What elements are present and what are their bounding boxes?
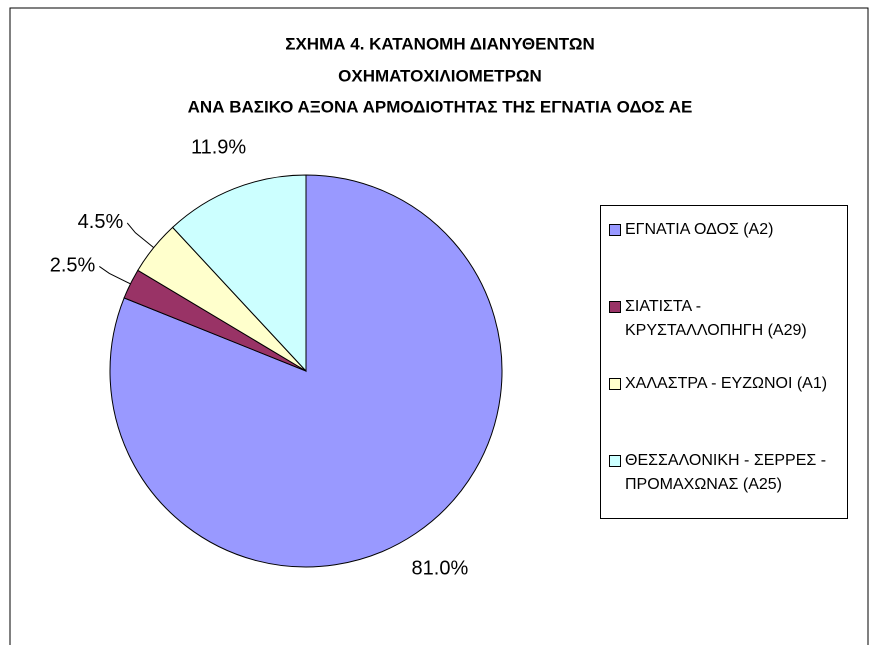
pie-slice [171,174,307,373]
legend: ΕΓΝΑΤΙΑ ΟΔΟΣ (Α2) ΣΙΑΤΙΣΤΑ - ΚΡΥΣΤΑΛΛΟΠΗΓ… [600,205,848,519]
leader-line [126,222,155,249]
data-label: 11.9% [191,137,246,159]
legend-swatch [609,301,621,313]
legend-entry: ΧΑΛΑΣΤΡΑ - ΕΥΖΩΝΟΙ (Α1) [609,372,843,396]
legend-entry: ΣΙΑΤΙΣΤΑ - ΚΡΥΣΤΑΛΛΟΠΗΓΗ (Α29) [609,295,843,343]
legend-entry: ΘΕΣΣΑΛΟΝΙΚΗ - ΣΕΡΡΕΣ - ΠΡΟΜΑΧΩΝΑΣ (Α25) [609,449,843,497]
chart-title: ΑΝΑ ΒΑΣΙΚΟ ΑΞΟΝΑ ΑΡΜΟΔΙΟΤΗΤΑΣ ΤΗΣ ΕΓΝΑΤΙ… [188,97,693,116]
legend-swatch [609,455,621,467]
legend-swatch [609,378,621,390]
data-label: 4.5% [78,211,124,233]
data-label: 81.0% [412,557,469,579]
chart-title: ΟΧΗΜΑΤΟΧΙΛΙΟΜΕΤΡΩΝ [338,66,542,85]
legend-label: ΧΑΛΑΣΤΡΑ - ΕΥΖΩΝΟΙ (Α1) [625,375,828,392]
data-label: 2.5% [50,255,96,277]
legend-label: ΣΙΑΤΙΣΤΑ - ΚΡΥΣΤΑΛΛΟΠΗΓΗ (Α29) [625,298,807,339]
legend-entry: ΕΓΝΑΤΙΑ ΟΔΟΣ (Α2) [609,218,843,242]
leader-line [99,266,131,285]
legend-swatch [609,224,621,236]
legend-label: ΘΕΣΣΑΛΟΝΙΚΗ - ΣΕΡΡΕΣ - ΠΡΟΜΑΧΩΝΑΣ (Α25) [625,452,827,493]
legend-label: ΕΓΝΑΤΙΑ ΟΔΟΣ (Α2) [625,221,774,238]
chart-title: ΣΧΗΜΑ 4. ΚΑΤΑΝΟΜΗ ΔΙΑΝΥΘΕΝΤΩΝ [285,34,594,53]
